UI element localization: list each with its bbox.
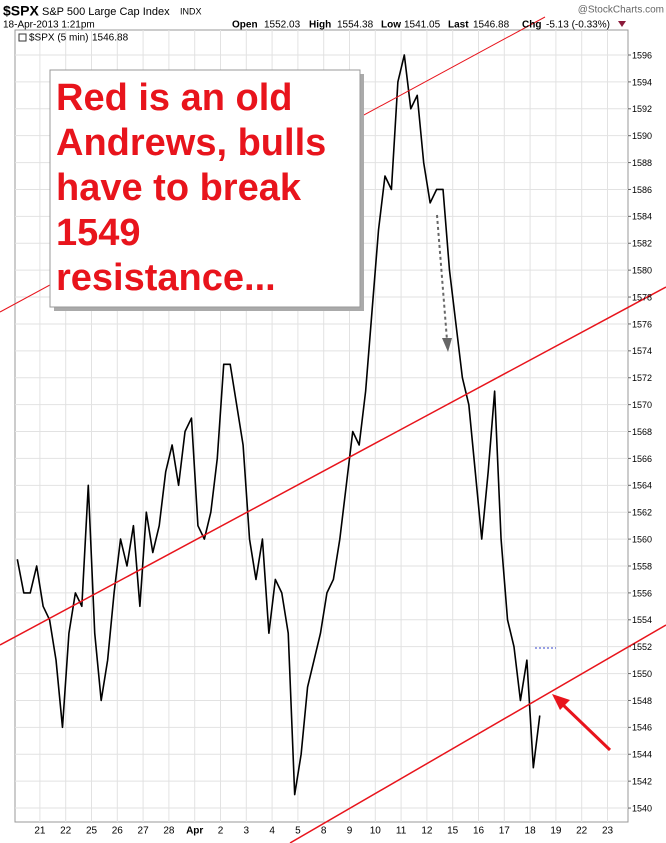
y-tick-label: 1586 <box>632 185 652 195</box>
x-tick-label: 22 <box>60 826 72 837</box>
dashed-arrow <box>436 214 448 341</box>
y-tick-label: 1594 <box>632 77 652 87</box>
annotation: Red is an old <box>56 77 292 119</box>
x-tick-label: Apr <box>186 826 203 837</box>
y-tick-label: 1578 <box>632 292 652 302</box>
ohlc-value: 1554.38 <box>337 20 374 31</box>
annotation-box <box>49 69 361 308</box>
x-tick-label: 21 <box>34 826 46 837</box>
arrow-head <box>552 694 570 710</box>
price <box>16 54 541 796</box>
x-tick-label: 9 <box>347 826 353 837</box>
y-tick-label: 1590 <box>632 131 652 141</box>
source: @StockCharts.com <box>578 5 664 16</box>
y-tick-label: 1568 <box>632 427 652 437</box>
y-tick-label: 1554 <box>632 615 652 625</box>
symbol: $SPX <box>3 3 39 19</box>
ohlc-value: 1552.03 <box>264 20 301 31</box>
x-tick-label: 16 <box>473 826 485 837</box>
menu-arrow[interactable] <box>618 21 626 27</box>
y-tick-label: 1582 <box>632 239 652 249</box>
x-tick-label: 12 <box>421 826 433 837</box>
y-tick-label: 1540 <box>632 803 652 813</box>
x-tick-label: 11 <box>396 826 407 837</box>
annotation: resistance... <box>56 257 276 299</box>
x-tick-label: 25 <box>86 826 98 837</box>
y-tick-label: 1592 <box>632 104 652 114</box>
y-tick-label: 1560 <box>632 534 652 544</box>
arrow-head <box>442 338 452 352</box>
y-tick-label: 1544 <box>632 750 652 760</box>
y-tick-label: 1574 <box>632 346 652 356</box>
y-tick-label: 1548 <box>632 696 652 706</box>
y-tick-label: 1570 <box>632 400 652 410</box>
x-tick-label: 23 <box>602 826 614 837</box>
y-tick-label: 1596 <box>632 50 652 60</box>
x-tick-label: 28 <box>163 826 175 837</box>
legend-entry: $SPX (5 min) <box>29 33 88 44</box>
x-tick-label: 10 <box>370 826 382 837</box>
x-tick-label: 18 <box>525 826 537 837</box>
y-tick-label: 1564 <box>632 481 652 491</box>
ohlc-value: 1541.05 <box>404 20 441 31</box>
annotation: have to break <box>56 167 302 209</box>
x-tick-label: 19 <box>550 826 562 837</box>
x-tick-label: 17 <box>499 826 511 837</box>
ohlc-label: Chg <box>522 20 541 31</box>
red-arrow <box>558 700 612 752</box>
date: 18-Apr-2013 1:21pm <box>3 20 95 31</box>
ohlc-label: High <box>309 20 331 31</box>
y-tick-label: 1562 <box>632 508 652 518</box>
ohlc-label: Open <box>232 20 258 31</box>
ohlc-value: -5.13 (-0.33%) <box>546 20 610 31</box>
exchange: INDX <box>180 6 202 16</box>
y-tick-label: 1576 <box>632 319 652 329</box>
y-tick-label: 1542 <box>632 777 652 787</box>
x-tick-label: 8 <box>321 826 327 837</box>
y-tick-label: 1584 <box>632 212 652 222</box>
y-tick-label: 1580 <box>632 266 652 276</box>
ohlc-value: 1546.88 <box>473 20 510 31</box>
x-tick-label: 3 <box>244 826 250 837</box>
andrews-line-lower <box>289 624 666 843</box>
y-tick-label: 1558 <box>632 561 652 571</box>
y-tick-label: 1550 <box>632 669 652 679</box>
y-tick-label: 1588 <box>632 158 652 168</box>
y-tick-label: 1566 <box>632 454 652 464</box>
price-line <box>16 54 541 796</box>
annotation: 1549 <box>56 212 141 254</box>
y-tick-label: 1552 <box>632 642 652 652</box>
ohlc: Open 1552.03 High 1554.38 Low 1541.05 Last 1546… <box>232 20 610 31</box>
legend-swatch <box>18 33 27 42</box>
y-tick-label: 1546 <box>632 723 652 733</box>
x-tick-label: 26 <box>112 826 124 837</box>
x-tick-label: 22 <box>576 826 588 837</box>
index-name: S&P 500 Large Cap Index <box>42 6 170 18</box>
ohlc-label: Last <box>448 20 469 31</box>
y-tick-label: 1556 <box>632 588 652 598</box>
x-tick-label: 5 <box>295 826 301 837</box>
ohlc-label: Low <box>381 20 401 31</box>
andrews-line-median <box>0 286 666 646</box>
annotation: Andrews, bulls <box>56 122 326 164</box>
x-tick-label: 4 <box>269 826 275 837</box>
y-tick-label: 1572 <box>632 373 652 383</box>
x-tick-label: 27 <box>138 826 150 837</box>
x-tick-label: 15 <box>447 826 459 837</box>
legend-value: 1546.88 <box>92 33 129 44</box>
x-tick-label: 2 <box>218 826 224 837</box>
